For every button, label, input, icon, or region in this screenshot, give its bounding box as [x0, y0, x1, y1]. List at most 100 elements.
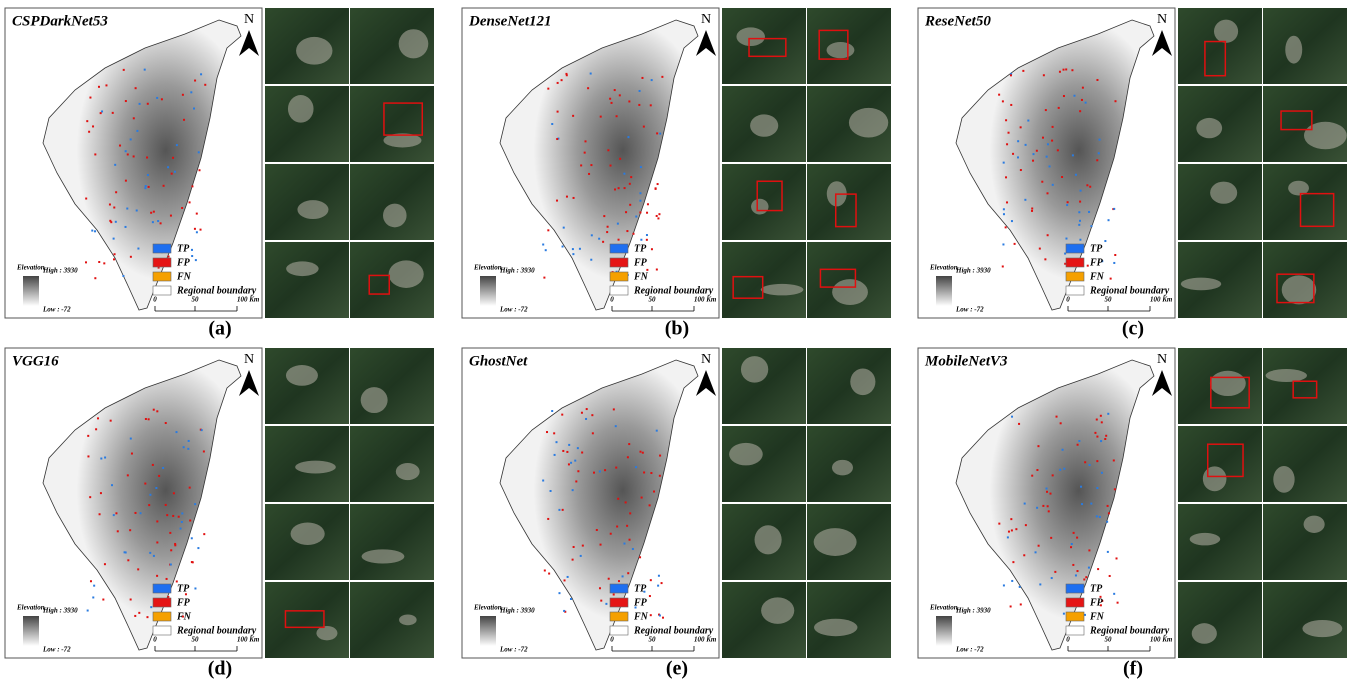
detection-dot [1006, 201, 1009, 204]
detection-dot [92, 125, 95, 128]
detection-dot [1031, 474, 1034, 477]
island [955, 359, 1155, 651]
detection-dot [598, 470, 601, 473]
detection-dot [542, 243, 545, 246]
detection-dot [643, 471, 646, 474]
detection-dot [135, 209, 138, 212]
detection-dot [1107, 219, 1110, 222]
legend-label: Regional boundary [633, 285, 714, 296]
detection-dot [659, 454, 662, 457]
detection-dot [621, 575, 624, 578]
detection-dot [639, 192, 642, 195]
detection-dot [99, 112, 102, 115]
terrain-patch [1285, 35, 1303, 64]
detection-dot [585, 417, 588, 420]
detection-dot [181, 93, 184, 96]
detection-dot [1095, 418, 1098, 421]
detection-dot [656, 183, 659, 186]
terrain-patch [398, 29, 429, 59]
terrain-patch [831, 459, 853, 476]
detection-dot [1042, 74, 1045, 77]
detection-dot [137, 568, 140, 571]
elevation-high: High : 3930 [499, 607, 535, 615]
detection-dot [580, 411, 583, 414]
detection-dot [92, 596, 95, 599]
scale-label: 0 [1066, 296, 1070, 304]
detection-dot [998, 522, 1001, 525]
north-label: N [1157, 352, 1167, 367]
detection-dot [1046, 505, 1049, 508]
detection-dot [565, 195, 568, 198]
detection-dot [151, 221, 154, 224]
detection-dot [1035, 149, 1038, 152]
detection-dot [124, 150, 127, 153]
detection-dot [1051, 139, 1054, 142]
detection-dot [194, 79, 197, 82]
detection-dot [109, 419, 112, 422]
detection-dot [630, 176, 633, 179]
detection-dot [598, 237, 601, 240]
detection-dot [180, 520, 183, 523]
detection-dot [1015, 528, 1018, 531]
detection-dot [1100, 440, 1103, 443]
detection-dot [626, 524, 629, 527]
detection-dot [1044, 258, 1047, 261]
detection-dot [129, 255, 132, 258]
detection-dot [568, 443, 571, 446]
detection-dot [650, 248, 653, 251]
panel-label: (c) [1122, 318, 1144, 340]
north-label: N [701, 352, 711, 367]
detection-dot [629, 512, 632, 515]
detection-dot [109, 219, 112, 222]
detection-dot [181, 615, 184, 618]
detection-box [732, 275, 764, 299]
detection-dot [1081, 503, 1084, 506]
terrain-patch [285, 365, 318, 386]
detection-dot [571, 558, 574, 561]
detection-dot [655, 214, 658, 217]
legend-swatch [1065, 257, 1085, 268]
detection-dot [147, 418, 150, 421]
detection-box [1206, 443, 1244, 478]
panel-title: GhostNet [469, 353, 528, 369]
detection-dot [1031, 207, 1034, 210]
north-arrow [696, 370, 716, 396]
detection-dot [144, 482, 147, 485]
detection-dot [646, 268, 649, 271]
terrain-patch [383, 203, 407, 228]
detection-dot [148, 504, 151, 507]
elevation-bar [23, 616, 39, 646]
detection-dot [572, 253, 575, 256]
detection-dot [124, 551, 127, 554]
detection-dot [599, 543, 602, 546]
legend-swatch [609, 597, 629, 608]
detection-dot [635, 215, 638, 218]
elevation-title: Elevation [929, 604, 958, 612]
scale-label: 50 [649, 636, 657, 644]
detection-dot [112, 258, 115, 261]
detection-dot [155, 486, 158, 489]
legend-label: Regional boundary [176, 625, 257, 636]
detection-dot [175, 431, 178, 434]
detection-dot [1051, 474, 1054, 477]
detection-dot [661, 75, 664, 78]
detection-dot [172, 514, 175, 517]
detection-dot [1042, 504, 1045, 507]
scale-label: 50 [1105, 636, 1113, 644]
detection-dot [655, 268, 658, 271]
detection-dot [119, 144, 122, 147]
legend-label: FP [176, 597, 191, 608]
terrain-patch [729, 442, 763, 466]
detection-dot [1027, 119, 1030, 122]
detection-dot [1086, 184, 1089, 187]
detection-dot [200, 429, 203, 432]
detection-dot [177, 515, 180, 518]
elevation-low: Low : -72 [42, 306, 71, 314]
detection-dot [160, 98, 163, 101]
detection-dot [1090, 502, 1093, 505]
detection-dot [604, 469, 607, 472]
detection-dot [624, 501, 627, 504]
detection-dot [167, 255, 170, 258]
detection-dot [198, 169, 201, 172]
detection-dot [143, 68, 146, 71]
